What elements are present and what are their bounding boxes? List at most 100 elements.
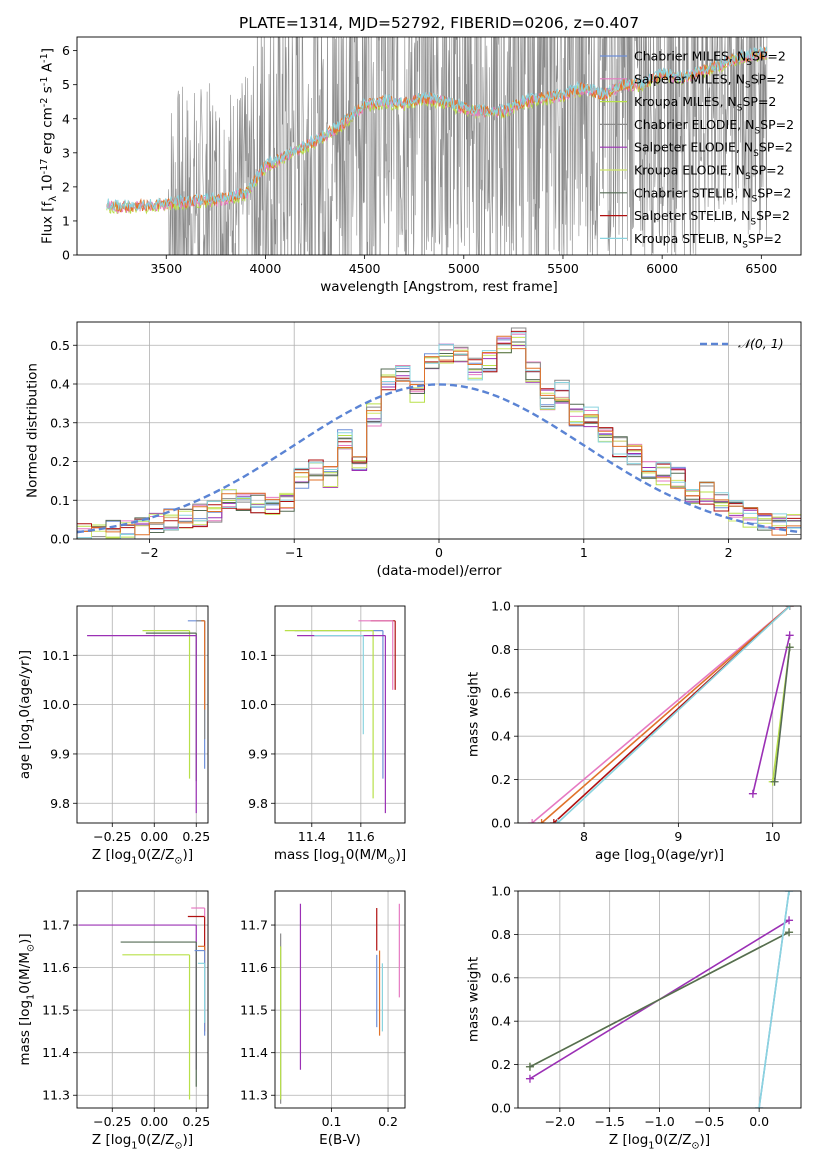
- weight-line-stelib_chabrier: [529, 931, 790, 1068]
- y-tick-label: 11.5: [240, 1003, 268, 1018]
- axes-frame: [76, 36, 802, 256]
- y-tick-label: 0.4: [491, 1014, 511, 1029]
- y-tick-label: 1: [62, 213, 70, 228]
- x-axis-label: Z [log10(Z/Z⊙)]: [92, 847, 193, 867]
- weight-marker-orange: [537, 819, 546, 823]
- axes-frame: [517, 605, 802, 824]
- y-axis-label: mass weight: [466, 672, 482, 757]
- y-tick-label: 9.8: [50, 796, 70, 811]
- legend-label: Salpeter ELODIE, NSSP=2: [634, 140, 793, 159]
- y-tick-label: 11.3: [240, 1088, 268, 1103]
- x-tick-label: −0.25: [93, 1114, 131, 1129]
- y-tick-label: 0.2: [491, 1057, 511, 1072]
- chart-spectrum: 3500 4000 4500 5000 5500 6000 6500 0 1 2 3 4 5 6 wavel…: [39, 36, 802, 295]
- weight-line-miles_salpeter: [531, 606, 791, 823]
- x-tick-label: 10: [765, 829, 781, 844]
- y-tick-label: 0.6: [491, 685, 511, 700]
- x-tick-label: 6000: [646, 261, 678, 276]
- x-tick-label: 0.00: [140, 829, 168, 844]
- y-tick-label: 9.9: [248, 746, 268, 761]
- weight-marker-stelib_kroupa: [553, 819, 562, 823]
- weight-marker-stelib_kroupa: [755, 1104, 764, 1108]
- weight-marker-elodie_salpeter: [748, 789, 757, 798]
- weight-line-orange: [541, 606, 791, 823]
- legend-label: 𝒩(0, 1): [738, 336, 784, 351]
- y-tick-label: 0.0: [491, 1101, 511, 1116]
- chart-residuals: −2 −1 0 1 2 0.0 0.1 0.2 0.3 0.4 0.5 (data-model)/er…: [25, 321, 802, 579]
- weight-line-stelib_kroupa: [557, 606, 791, 823]
- x-tick-label: −1: [285, 545, 303, 560]
- x-tick-label: −0.25: [93, 829, 131, 844]
- y-tick-label: 10.0: [42, 697, 70, 712]
- x-tick-label: 0.00: [140, 1114, 168, 1129]
- chart-weight_vs_age: 8 9 10 0.0 0.2 0.4 0.6 0.8 1.0 age [log10(age/yr)…: [466, 599, 802, 867]
- plot-area: [77, 327, 801, 539]
- x-axis-label: wavelength [Angstrom, rest frame]: [320, 279, 558, 295]
- plot-area: [87, 620, 206, 814]
- y-tick-label: 11.6: [42, 960, 70, 975]
- y-tick-label: 9.8: [248, 796, 268, 811]
- chart-age_vs_mass: 11.4 11.6 9.8 9.9 10.0 10.1 mass [log10(M/M⊙)]: [240, 605, 406, 867]
- plot-area: [525, 891, 794, 1108]
- legend-label: Kroupa ELODIE, NSSP=2: [634, 163, 785, 182]
- y-tick-label: 4: [62, 111, 70, 126]
- plot-area: [280, 903, 400, 1104]
- legend-label: Salpeter STELIB, NSSP=2: [634, 208, 790, 227]
- y-axis-label: Normed distribution: [25, 363, 41, 498]
- x-axis-label: (data-model)/error: [376, 563, 502, 579]
- legend-label: Kroupa STELIB, NSSP=2: [634, 231, 782, 250]
- y-tick-label: 0.5: [50, 338, 70, 353]
- weight-marker-stelib_kroupa: [785, 891, 794, 895]
- x-tick-label: 4500: [349, 261, 381, 276]
- y-tick-label: 11.4: [240, 1045, 268, 1060]
- y-tick-label: 0.0: [491, 816, 511, 831]
- y-tick-label: 0.1: [50, 493, 70, 508]
- x-axis-label: Z [log10(Z/Z⊙)]: [609, 1132, 710, 1152]
- legend: Chabrier MILES, NSSP=2 Salpeter MILES, NS…: [600, 49, 794, 250]
- y-tick-label: 0.2: [50, 454, 70, 469]
- legend-label: Kroupa MILES, NSSP=2: [634, 94, 776, 113]
- histogram-stelib_kroupa: [77, 332, 801, 539]
- normal-curve: [77, 383, 801, 534]
- x-tick-label: 0.25: [182, 829, 210, 844]
- plot-area: [528, 606, 794, 823]
- x-tick-label: 0: [435, 545, 443, 560]
- axes-frame: [76, 605, 209, 824]
- x-tick-label: 5000: [448, 261, 480, 276]
- model-fit-miles_salpeter: [106, 47, 768, 215]
- x-tick-label: 0.1: [322, 1114, 342, 1129]
- y-tick-label: 11.7: [42, 918, 70, 933]
- x-tick-label: 8: [580, 829, 588, 844]
- y-tick-label: 11.4: [42, 1045, 70, 1060]
- weight-line-stelib_kroupa: [758, 891, 790, 1108]
- weight-marker-miles_salpeter: [528, 819, 537, 823]
- x-tick-label: −2: [140, 545, 158, 560]
- y-tick-label: 6: [62, 43, 70, 58]
- y-tick-label: 1.0: [491, 884, 511, 899]
- y-tick-label: 10.1: [240, 648, 268, 663]
- weight-marker-stelib_chabrier: [785, 928, 794, 937]
- axes-frame: [76, 890, 209, 1109]
- weight-marker-elodie_salpeter: [525, 1074, 534, 1083]
- x-tick-label: 11.6: [347, 829, 375, 844]
- x-axis-label: Z [log10(Z/Z⊙)]: [92, 1132, 193, 1152]
- y-tick-label: 11.3: [42, 1088, 70, 1103]
- plot-area: [78, 907, 206, 1100]
- x-axis-label: age [log10(age/yr)]: [595, 847, 724, 867]
- weight-marker-stelib_salpeter: [549, 819, 558, 823]
- legend-label: Chabrier STELIB, NSSP=2: [634, 185, 791, 204]
- chart-weight_vs_Z: −2.0 −1.5 −1.0 −0.5 0.0 0.0 0.2 0.4 0.6 0.8 1.0 Z […: [466, 884, 802, 1152]
- x-tick-label: 9: [674, 829, 682, 844]
- x-tick-label: −1.5: [594, 1114, 624, 1129]
- y-tick-label: 0.8: [491, 642, 511, 657]
- weight-line-elodie_salpeter: [752, 635, 791, 794]
- x-tick-label: 5500: [547, 261, 579, 276]
- plot-area: [284, 620, 396, 814]
- y-tick-label: 0.2: [491, 772, 511, 787]
- x-tick-label: 0.25: [182, 1114, 210, 1129]
- model-fit-stelib_kroupa: [106, 46, 768, 212]
- weight-marker-elodie_salpeter: [785, 916, 794, 925]
- weight-marker-stelib_chabrier: [785, 643, 794, 652]
- y-tick-label: 11.6: [240, 960, 268, 975]
- weight-marker-stelib_chabrier: [770, 777, 779, 786]
